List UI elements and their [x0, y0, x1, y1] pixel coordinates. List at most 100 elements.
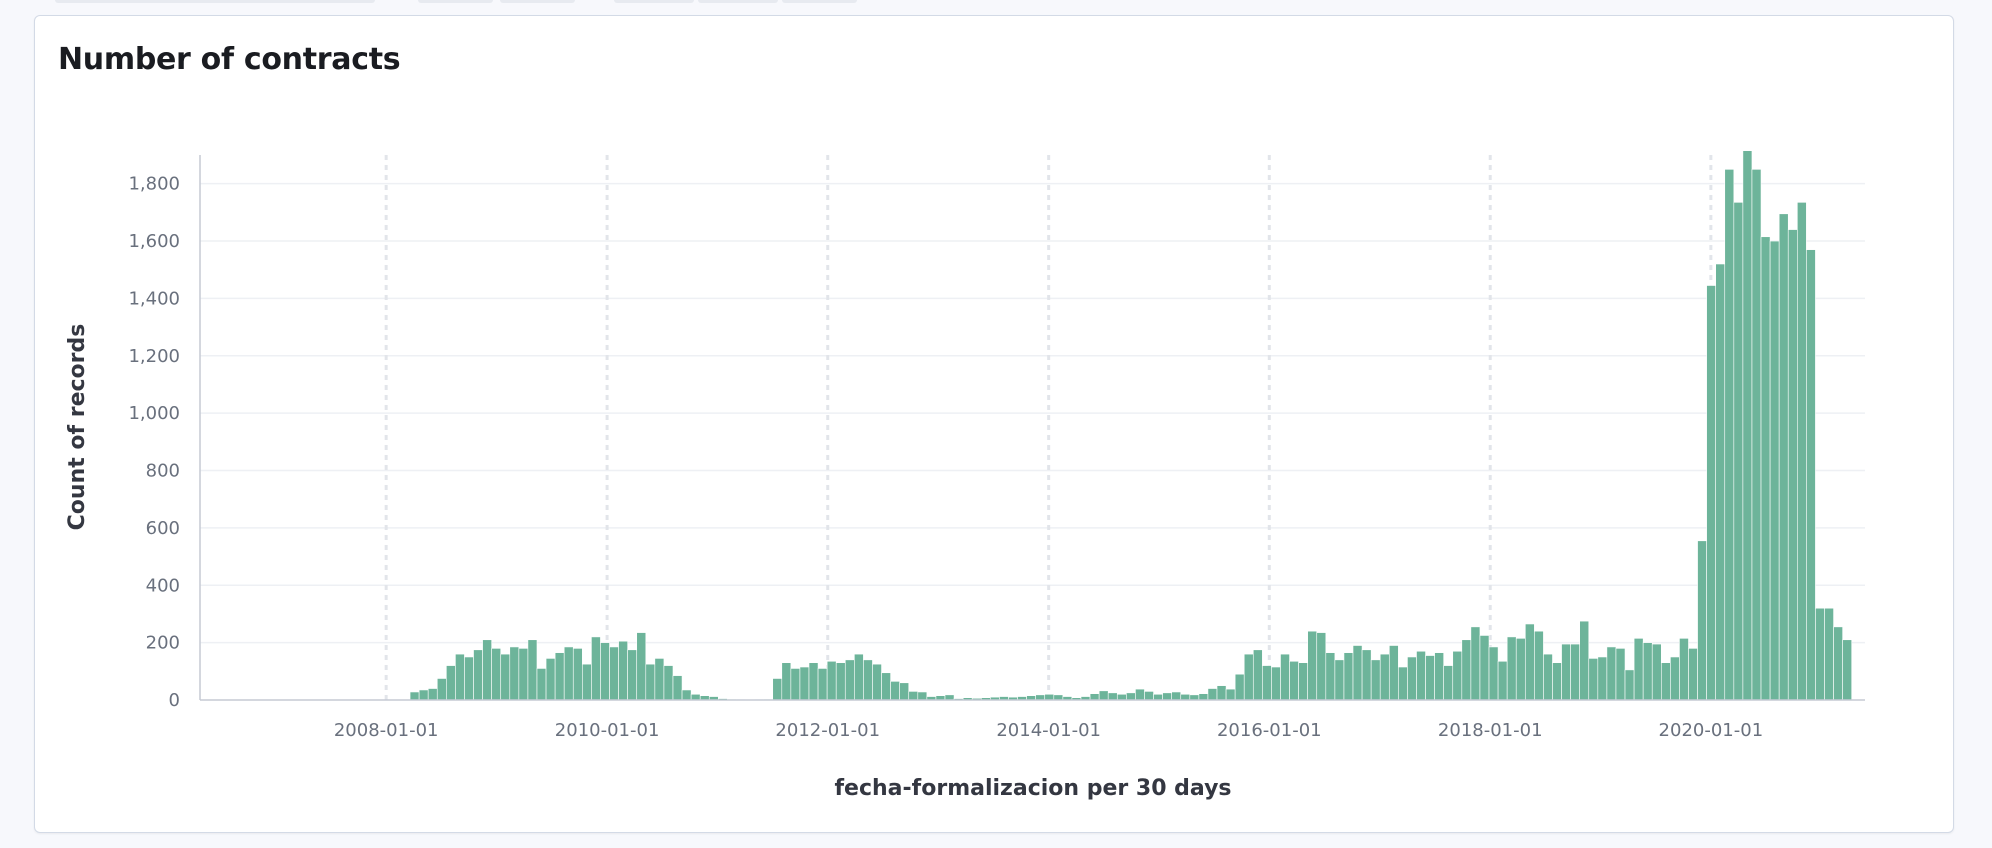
top-strip-item — [55, 0, 375, 3]
bar — [1679, 638, 1689, 701]
bar — [600, 642, 610, 701]
bar — [1688, 648, 1698, 701]
bar — [890, 681, 900, 701]
bar — [1434, 652, 1444, 701]
bar — [1171, 691, 1182, 701]
bar — [772, 678, 783, 701]
bar — [1126, 692, 1136, 701]
bar — [1506, 636, 1517, 701]
bar — [1606, 646, 1617, 701]
bar — [663, 665, 674, 701]
bar — [1207, 688, 1218, 701]
bar — [1252, 649, 1263, 701]
bar — [1425, 655, 1435, 701]
bar — [1615, 648, 1626, 701]
bar — [1189, 694, 1200, 701]
bar — [1642, 642, 1653, 701]
x-tick-label: 2018-01-01 — [1438, 720, 1543, 741]
bar — [563, 646, 574, 701]
bar — [1670, 656, 1680, 701]
bar — [1089, 693, 1100, 701]
top-strip — [0, 0, 1992, 6]
bar — [1280, 653, 1290, 701]
bar — [817, 668, 828, 701]
y-tick-label: 1,200 — [128, 346, 180, 367]
bar — [446, 665, 456, 701]
bar — [1443, 665, 1454, 701]
bar — [863, 659, 873, 701]
bar — [1815, 607, 1825, 701]
bar — [1796, 202, 1807, 701]
bar — [418, 689, 429, 701]
y-tick-label: 400 — [146, 575, 180, 596]
bar — [1035, 694, 1046, 701]
bar — [1497, 660, 1508, 701]
bar — [464, 656, 474, 701]
bar — [1298, 662, 1308, 701]
bar — [944, 694, 955, 701]
bar — [1751, 169, 1762, 701]
bar — [572, 648, 583, 701]
bar — [1307, 630, 1318, 701]
bar — [1388, 645, 1399, 701]
bar — [808, 662, 819, 701]
bar — [844, 659, 855, 701]
bar — [690, 693, 701, 701]
bar — [799, 666, 810, 701]
bar — [1398, 666, 1408, 701]
bar — [582, 663, 592, 701]
bar — [1316, 632, 1327, 701]
bar — [1660, 662, 1671, 701]
bar — [1515, 638, 1526, 701]
bar — [1116, 693, 1127, 701]
bar — [1334, 659, 1345, 701]
bar — [1706, 285, 1716, 701]
x-tick-label: 2014-01-01 — [996, 720, 1101, 741]
y-tick-label: 1,400 — [128, 288, 180, 309]
top-strip-item — [418, 0, 493, 3]
bar — [1262, 665, 1272, 701]
bar — [1379, 653, 1390, 701]
top-strip-item — [614, 0, 694, 3]
bar — [636, 632, 647, 701]
x-tick-label: 2008-01-01 — [334, 720, 439, 741]
top-strip-item — [782, 0, 857, 3]
bar — [1234, 673, 1245, 701]
bar — [455, 653, 465, 701]
bar — [1769, 240, 1780, 701]
bar — [1543, 653, 1553, 701]
y-tick-label: 600 — [146, 518, 180, 539]
bar — [1470, 626, 1481, 701]
bar — [1352, 645, 1363, 701]
bar — [1588, 658, 1599, 701]
bar — [645, 663, 656, 701]
bar — [1243, 653, 1254, 701]
x-tick-label: 2010-01-01 — [555, 720, 660, 741]
bar — [1416, 650, 1426, 701]
bar — [854, 653, 864, 701]
bar — [545, 658, 556, 701]
y-tick-label: 200 — [146, 633, 180, 654]
bar — [536, 668, 547, 701]
bar — [1144, 691, 1154, 701]
bar — [826, 660, 837, 701]
top-strip-item — [500, 0, 575, 3]
bar — [1343, 652, 1354, 701]
bar — [1597, 656, 1608, 701]
bar — [1842, 639, 1853, 701]
bar — [1742, 150, 1753, 701]
bar — [1289, 660, 1299, 701]
bar — [1651, 643, 1662, 701]
bar — [1552, 662, 1562, 701]
bar — [672, 675, 683, 701]
bar — [1216, 685, 1227, 701]
bar — [872, 663, 882, 701]
bar — [1153, 693, 1163, 701]
y-tick-label: 0 — [169, 690, 180, 711]
bar — [1579, 620, 1590, 701]
bar — [627, 649, 638, 701]
x-tick-label: 2012-01-01 — [775, 720, 880, 741]
bar — [881, 672, 891, 701]
bar — [1107, 692, 1118, 701]
